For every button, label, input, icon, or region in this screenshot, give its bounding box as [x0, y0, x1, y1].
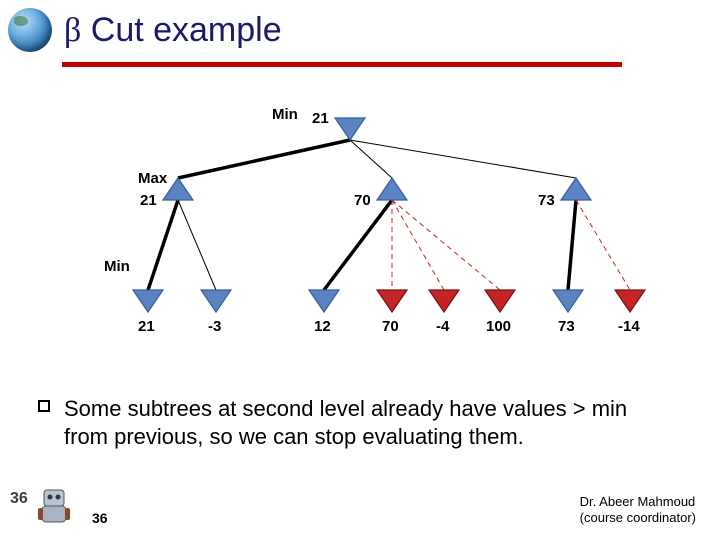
- tree-node: [133, 290, 163, 312]
- title-text: Cut example: [81, 11, 281, 49]
- tree-edge: [324, 200, 392, 290]
- tree-edge: [148, 200, 178, 290]
- tree-edge: [576, 200, 630, 290]
- side-page-number: 36: [10, 490, 28, 508]
- node-value: 21: [312, 110, 329, 127]
- node-value: 21: [138, 318, 155, 335]
- tree-node: [163, 178, 193, 200]
- node-value: 70: [354, 192, 371, 209]
- node-value: 73: [558, 318, 575, 335]
- title-underline: [62, 62, 622, 67]
- tree-edge: [178, 140, 350, 178]
- node-value: -14: [618, 318, 640, 335]
- tree-node: [615, 290, 645, 312]
- tree-edge: [392, 200, 500, 290]
- globe-icon: [8, 8, 52, 52]
- node-value: 100: [486, 318, 511, 335]
- node-value: -4: [436, 318, 449, 335]
- tree-stage: Min 21 Max 21 70 73 Min 21 -3 12 70 -4 100 73 -14: [0, 90, 720, 390]
- beta-symbol: β: [64, 12, 81, 49]
- node-value: 21: [140, 192, 157, 209]
- robot-icon: [34, 484, 80, 530]
- tree-edge: [350, 140, 576, 178]
- node-value: -3: [208, 318, 221, 335]
- page-title: β Cut example: [64, 11, 282, 50]
- tree-node: [429, 290, 459, 312]
- node-value: 12: [314, 318, 331, 335]
- level-label: Min: [104, 258, 130, 275]
- tree-node: [377, 178, 407, 200]
- tree-node: [553, 290, 583, 312]
- credit: Dr. Abeer Mahmoud (course coordinator): [580, 494, 696, 527]
- tree-node: [485, 290, 515, 312]
- body-text: Some subtrees at second level already ha…: [64, 395, 664, 451]
- credit-line-2: (course coordinator): [580, 510, 696, 526]
- node-value: 73: [538, 192, 555, 209]
- tree-node: [335, 118, 365, 140]
- tree-svg: [0, 90, 720, 390]
- level-label: Min: [272, 106, 298, 123]
- credit-line-1: Dr. Abeer Mahmoud: [580, 494, 696, 510]
- tree-edge: [392, 200, 444, 290]
- level-label: Max: [138, 170, 167, 187]
- tree-node: [561, 178, 591, 200]
- tree-edge: [178, 200, 216, 290]
- footer-page-number: 36: [92, 510, 108, 526]
- bullet-icon: [38, 400, 50, 412]
- title-row: β Cut example: [8, 8, 282, 52]
- node-value: 70: [382, 318, 399, 335]
- tree-node: [377, 290, 407, 312]
- tree-node: [201, 290, 231, 312]
- tree-node: [309, 290, 339, 312]
- tree-edge: [568, 200, 576, 290]
